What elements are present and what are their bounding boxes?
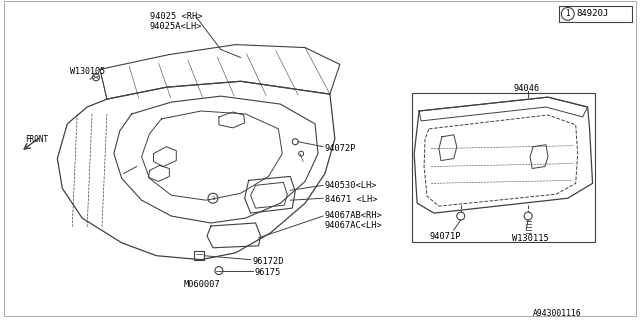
Text: 94067AC<LH>: 94067AC<LH> [325, 221, 383, 230]
Text: 1: 1 [566, 9, 570, 18]
Text: FRONT: FRONT [25, 135, 48, 144]
Bar [412, 93, 595, 242]
Text: 96172D: 96172D [253, 257, 284, 266]
Bar [559, 6, 632, 22]
Text: 94025A<LH>: 94025A<LH> [150, 22, 202, 31]
Text: W130105: W130105 [70, 68, 105, 76]
Text: 94072P: 94072P [325, 144, 356, 153]
Text: 1: 1 [211, 196, 215, 201]
Text: 94071P: 94071P [429, 232, 461, 241]
Text: 94025 <RH>: 94025 <RH> [150, 12, 202, 21]
Bar [194, 251, 204, 260]
Text: 94067AB<RH>: 94067AB<RH> [325, 211, 383, 220]
Text: 84671 <LH>: 84671 <LH> [325, 195, 378, 204]
Text: A943001116: A943001116 [533, 309, 582, 318]
Text: 84920J: 84920J [577, 9, 609, 18]
Text: 94046: 94046 [513, 84, 540, 93]
Text: 940530<LH>: 940530<LH> [325, 181, 378, 190]
Text: 96175: 96175 [255, 268, 281, 276]
Text: M060007: M060007 [183, 281, 220, 290]
Text: W130115: W130115 [512, 234, 549, 243]
